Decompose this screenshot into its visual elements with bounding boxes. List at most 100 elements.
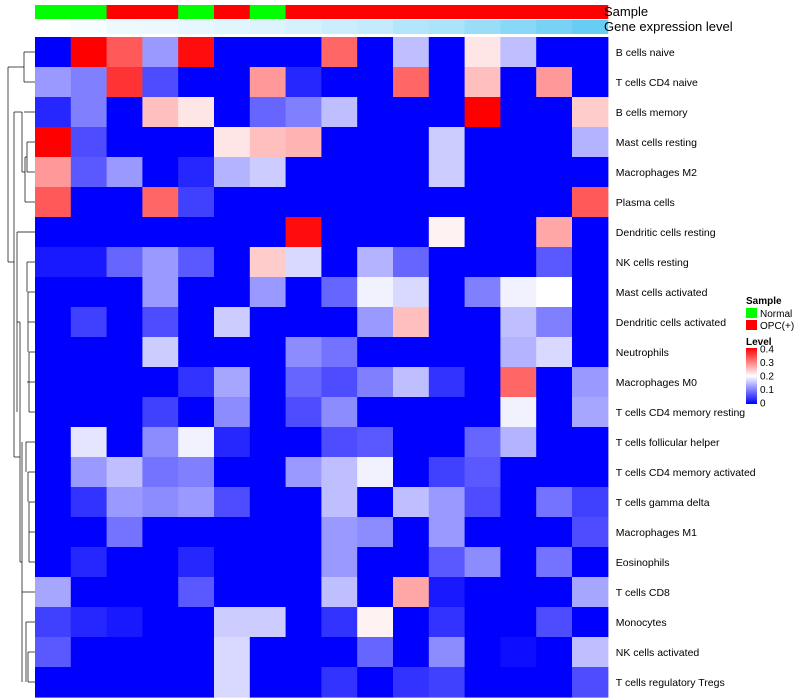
heatmap-cell (464, 67, 501, 98)
legend-level-title: Level (746, 337, 772, 348)
heatmap-cell (70, 337, 108, 368)
heatmap-cell (357, 157, 394, 188)
heatmap-cell (285, 427, 322, 458)
heatmap-cell (500, 187, 537, 218)
heatmap-cell (142, 667, 179, 698)
heatmap-cell (464, 487, 501, 518)
heatmap-cell (35, 607, 72, 638)
heatmap-cell (536, 37, 573, 68)
row-label: Mast cells activated (616, 287, 708, 299)
heatmap-cell (321, 667, 358, 698)
heatmap-cell (500, 37, 537, 68)
heatmap-cell (35, 637, 72, 668)
heatmap-cell (249, 127, 287, 158)
heatmap-cell (285, 337, 322, 368)
heatmap-cell (178, 37, 215, 68)
heatmap-cell (249, 637, 287, 668)
heatmap-cell (106, 67, 143, 98)
sample-annotation-cell (178, 5, 215, 19)
heatmap-cell (393, 187, 430, 218)
heatmap-cell (214, 277, 251, 308)
heatmap-cell (285, 307, 322, 338)
gene-expression-annotation-cell (428, 20, 466, 34)
gene-expression-annotation-cell (178, 20, 215, 34)
row-label: NK cells resting (616, 257, 689, 269)
heatmap-cell (35, 37, 72, 68)
heatmap-cell (357, 667, 394, 698)
heatmap-cell (142, 37, 179, 68)
heatmap-cell (536, 187, 573, 218)
heatmap-cell (500, 247, 537, 278)
heatmap-cell (393, 337, 430, 368)
heatmap-cell (393, 157, 430, 188)
heatmap-cell (572, 37, 609, 68)
row-label: T cells regulatory Tregs (616, 677, 725, 689)
heatmap-cell (249, 457, 287, 488)
heatmap-cell (464, 217, 501, 248)
heatmap-cell (536, 397, 573, 428)
gene-expression-annotation-cell (500, 20, 537, 34)
heatmap-cell (106, 337, 143, 368)
heatmap-cell (106, 127, 143, 158)
heatmap-cell (500, 127, 537, 158)
sample-annotation-cell (35, 5, 72, 19)
row-label: B cells memory (616, 107, 689, 119)
heatmap-cell (214, 577, 251, 608)
heatmap-cell (428, 97, 466, 128)
heatmap-cell (70, 247, 108, 278)
row-label: Monocytes (616, 617, 667, 629)
legend-swatch (746, 308, 757, 318)
row-label: Dendritic cells resting (616, 227, 716, 239)
heatmap-cell (249, 277, 287, 308)
heatmap-cell (214, 637, 251, 668)
heatmap-cell (393, 37, 430, 68)
heatmap-cell (35, 247, 72, 278)
heatmap-cell (178, 667, 215, 698)
heatmap-cell (214, 67, 251, 98)
gene-expression-annotation-label: Gene expression level (604, 19, 733, 34)
heatmap-cell (214, 307, 251, 338)
heatmap-cell (285, 127, 322, 158)
row-label: T cells CD4 naive (616, 77, 698, 89)
heatmap-cell (35, 397, 72, 428)
heatmap-cell (142, 127, 179, 158)
heatmap-cell (536, 217, 573, 248)
heatmap-cell (428, 127, 466, 158)
heatmap-cell (428, 277, 466, 308)
heatmap-cell (178, 427, 215, 458)
heatmap-cell (357, 397, 394, 428)
heatmap-cell (572, 427, 609, 458)
heatmap-cell (214, 667, 251, 698)
heatmap-cell (249, 187, 287, 218)
heatmap-cell (464, 607, 501, 638)
heatmap-cell (572, 127, 609, 158)
heatmap-cell (357, 337, 394, 368)
heatmap-cell (357, 187, 394, 218)
heatmap-cell (464, 577, 501, 608)
heatmap-cell (464, 397, 501, 428)
heatmap-cell (35, 487, 72, 518)
heatmap-cell (106, 367, 143, 398)
heatmap-cell (572, 637, 609, 668)
gene-expression-annotation-cell (321, 20, 358, 34)
heatmap-cell (249, 67, 287, 98)
legend-level-ticks: 0.4 0.3 0.2 0.1 0 (760, 345, 774, 410)
heatmap-cell (536, 157, 573, 188)
row-label: Eosinophils (616, 557, 670, 569)
heatmap-cell (321, 367, 358, 398)
heatmap-cell (285, 277, 322, 308)
heatmap-cell (35, 97, 72, 128)
legend-level-colorbar (746, 348, 757, 404)
sample-annotation-cell (142, 5, 179, 19)
heatmap-cell (178, 187, 215, 218)
heatmap-cell (393, 127, 430, 158)
heatmap-cell (321, 277, 358, 308)
heatmap-cell (572, 367, 609, 398)
heatmap-cell (321, 397, 358, 428)
heatmap-cell (142, 397, 179, 428)
heatmap-cell (35, 577, 72, 608)
heatmap-cell (142, 547, 179, 578)
heatmap-cell (106, 457, 143, 488)
heatmap-cell (142, 577, 179, 608)
